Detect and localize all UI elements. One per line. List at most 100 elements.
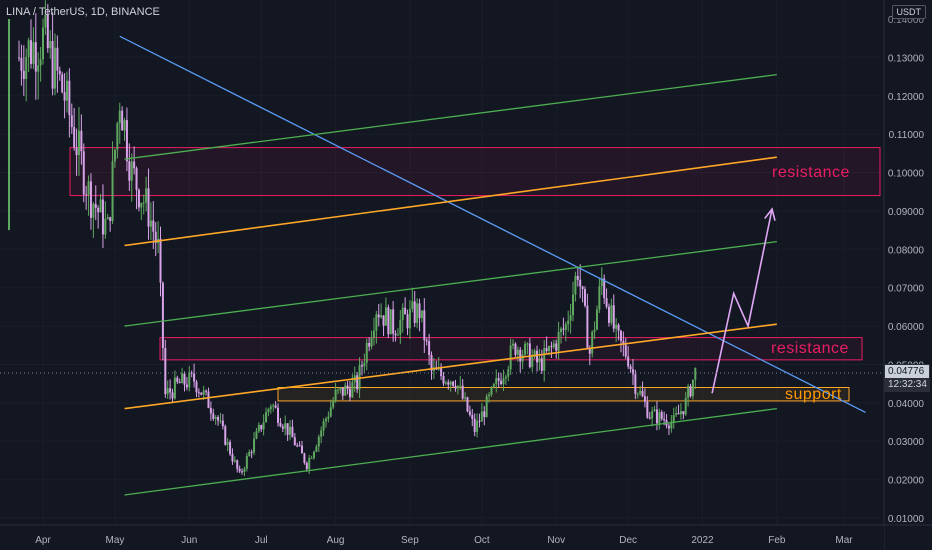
candle-body <box>229 442 232 455</box>
candle-body <box>253 438 256 453</box>
candle-body <box>689 386 692 397</box>
candle-body <box>401 307 404 321</box>
y-tick-label: 0.07000 <box>888 284 925 295</box>
candle-body <box>137 189 140 208</box>
candle-body <box>509 345 512 370</box>
candle-body <box>231 454 234 462</box>
candle-body <box>588 348 591 354</box>
candle-body <box>30 40 33 64</box>
candle-body <box>152 220 155 232</box>
candle-body <box>200 392 203 395</box>
candle-body <box>92 203 95 218</box>
x-axis-background <box>0 525 884 550</box>
x-tick-label: 2022 <box>691 535 714 546</box>
y-tick-label: 0.12000 <box>888 92 925 103</box>
candle-body <box>411 301 414 309</box>
candle-body <box>176 377 179 382</box>
candle-body <box>528 343 531 368</box>
candle-body <box>336 389 339 391</box>
candle-body <box>70 115 73 128</box>
candle-body <box>185 384 188 388</box>
candle-body <box>241 471 244 473</box>
orange-trendline <box>124 156 777 247</box>
candle-body <box>564 324 567 330</box>
candle-body <box>104 218 107 235</box>
candle-body <box>619 330 622 341</box>
currency-badge[interactable]: USDT <box>891 5 926 19</box>
candle-body <box>159 238 162 283</box>
candle-body <box>51 41 54 89</box>
candle-body <box>25 57 28 79</box>
candle-body <box>413 301 416 323</box>
y-tick-label: 0.10000 <box>888 169 925 180</box>
candle-body <box>18 57 21 59</box>
candle-body <box>440 368 443 376</box>
candle-body <box>392 309 395 334</box>
candle-body <box>310 457 313 459</box>
candle-body <box>500 380 503 385</box>
candle-body <box>607 306 610 323</box>
candle-body <box>636 393 639 395</box>
candle-body <box>466 397 469 412</box>
x-axis[interactable]: Apr May Jun Jul Aug Sep Oct Nov Dec 2022 Feb Mar <box>0 524 932 550</box>
candle-body <box>217 417 220 421</box>
candle-body <box>224 426 227 445</box>
candle-body <box>296 445 299 447</box>
y-tick-label: 0.14000 <box>888 15 925 26</box>
candle-body <box>63 92 66 101</box>
candle-body <box>682 411 685 415</box>
candle-body <box>512 343 515 346</box>
green-trendline <box>124 240 777 327</box>
candle-body <box>396 334 399 336</box>
y-tick-label: 0.13000 <box>888 53 925 64</box>
projection-path <box>711 208 773 394</box>
candle-body <box>75 147 78 156</box>
candle-body <box>193 373 196 382</box>
candle-body <box>39 59 42 66</box>
candle-body <box>238 468 241 472</box>
candle-body <box>646 401 649 418</box>
candle-body <box>149 220 152 227</box>
candle-body <box>360 365 363 367</box>
candle-body <box>550 345 553 348</box>
candle-body <box>89 181 92 218</box>
candle-body <box>454 385 457 389</box>
y-tick-label: 0.09000 <box>888 207 925 218</box>
candle-body <box>169 388 172 393</box>
candle-body <box>334 389 337 401</box>
y-axis[interactable]: 0.14000 0.13000 0.12000 0.11000 0.10000 0.090… <box>883 0 932 550</box>
candle-body <box>372 330 375 338</box>
candle-body <box>612 305 615 329</box>
candle-body <box>183 373 186 385</box>
candle-body <box>478 420 481 422</box>
candle-body <box>56 47 59 71</box>
candle-body <box>610 305 613 323</box>
candle-body <box>205 390 208 392</box>
candle-body <box>274 405 277 408</box>
candle-body <box>277 407 280 423</box>
candle-body <box>557 332 560 351</box>
x-tick-label: Apr <box>35 535 51 546</box>
candle-body <box>284 423 287 429</box>
candle-body <box>116 123 119 150</box>
candle-body <box>380 315 383 318</box>
candle-body <box>631 369 634 375</box>
candle-body <box>658 412 661 424</box>
candle-body <box>80 130 83 152</box>
candle-body <box>68 80 71 116</box>
candle-body <box>514 343 517 355</box>
candle-body <box>42 27 44 60</box>
candle-body <box>418 303 421 319</box>
candle-body <box>543 348 546 371</box>
candle-body <box>504 376 507 379</box>
symbol-header[interactable]: LINA / TetherUS, 1D, BINANCE <box>6 6 160 18</box>
candle-body <box>344 385 347 396</box>
candle-body <box>595 309 598 330</box>
candle-body <box>675 413 678 416</box>
candle-body <box>113 149 116 162</box>
candle-body <box>190 372 193 374</box>
candle-body <box>279 422 282 427</box>
candle-body <box>22 70 25 79</box>
candle-body <box>370 337 373 347</box>
